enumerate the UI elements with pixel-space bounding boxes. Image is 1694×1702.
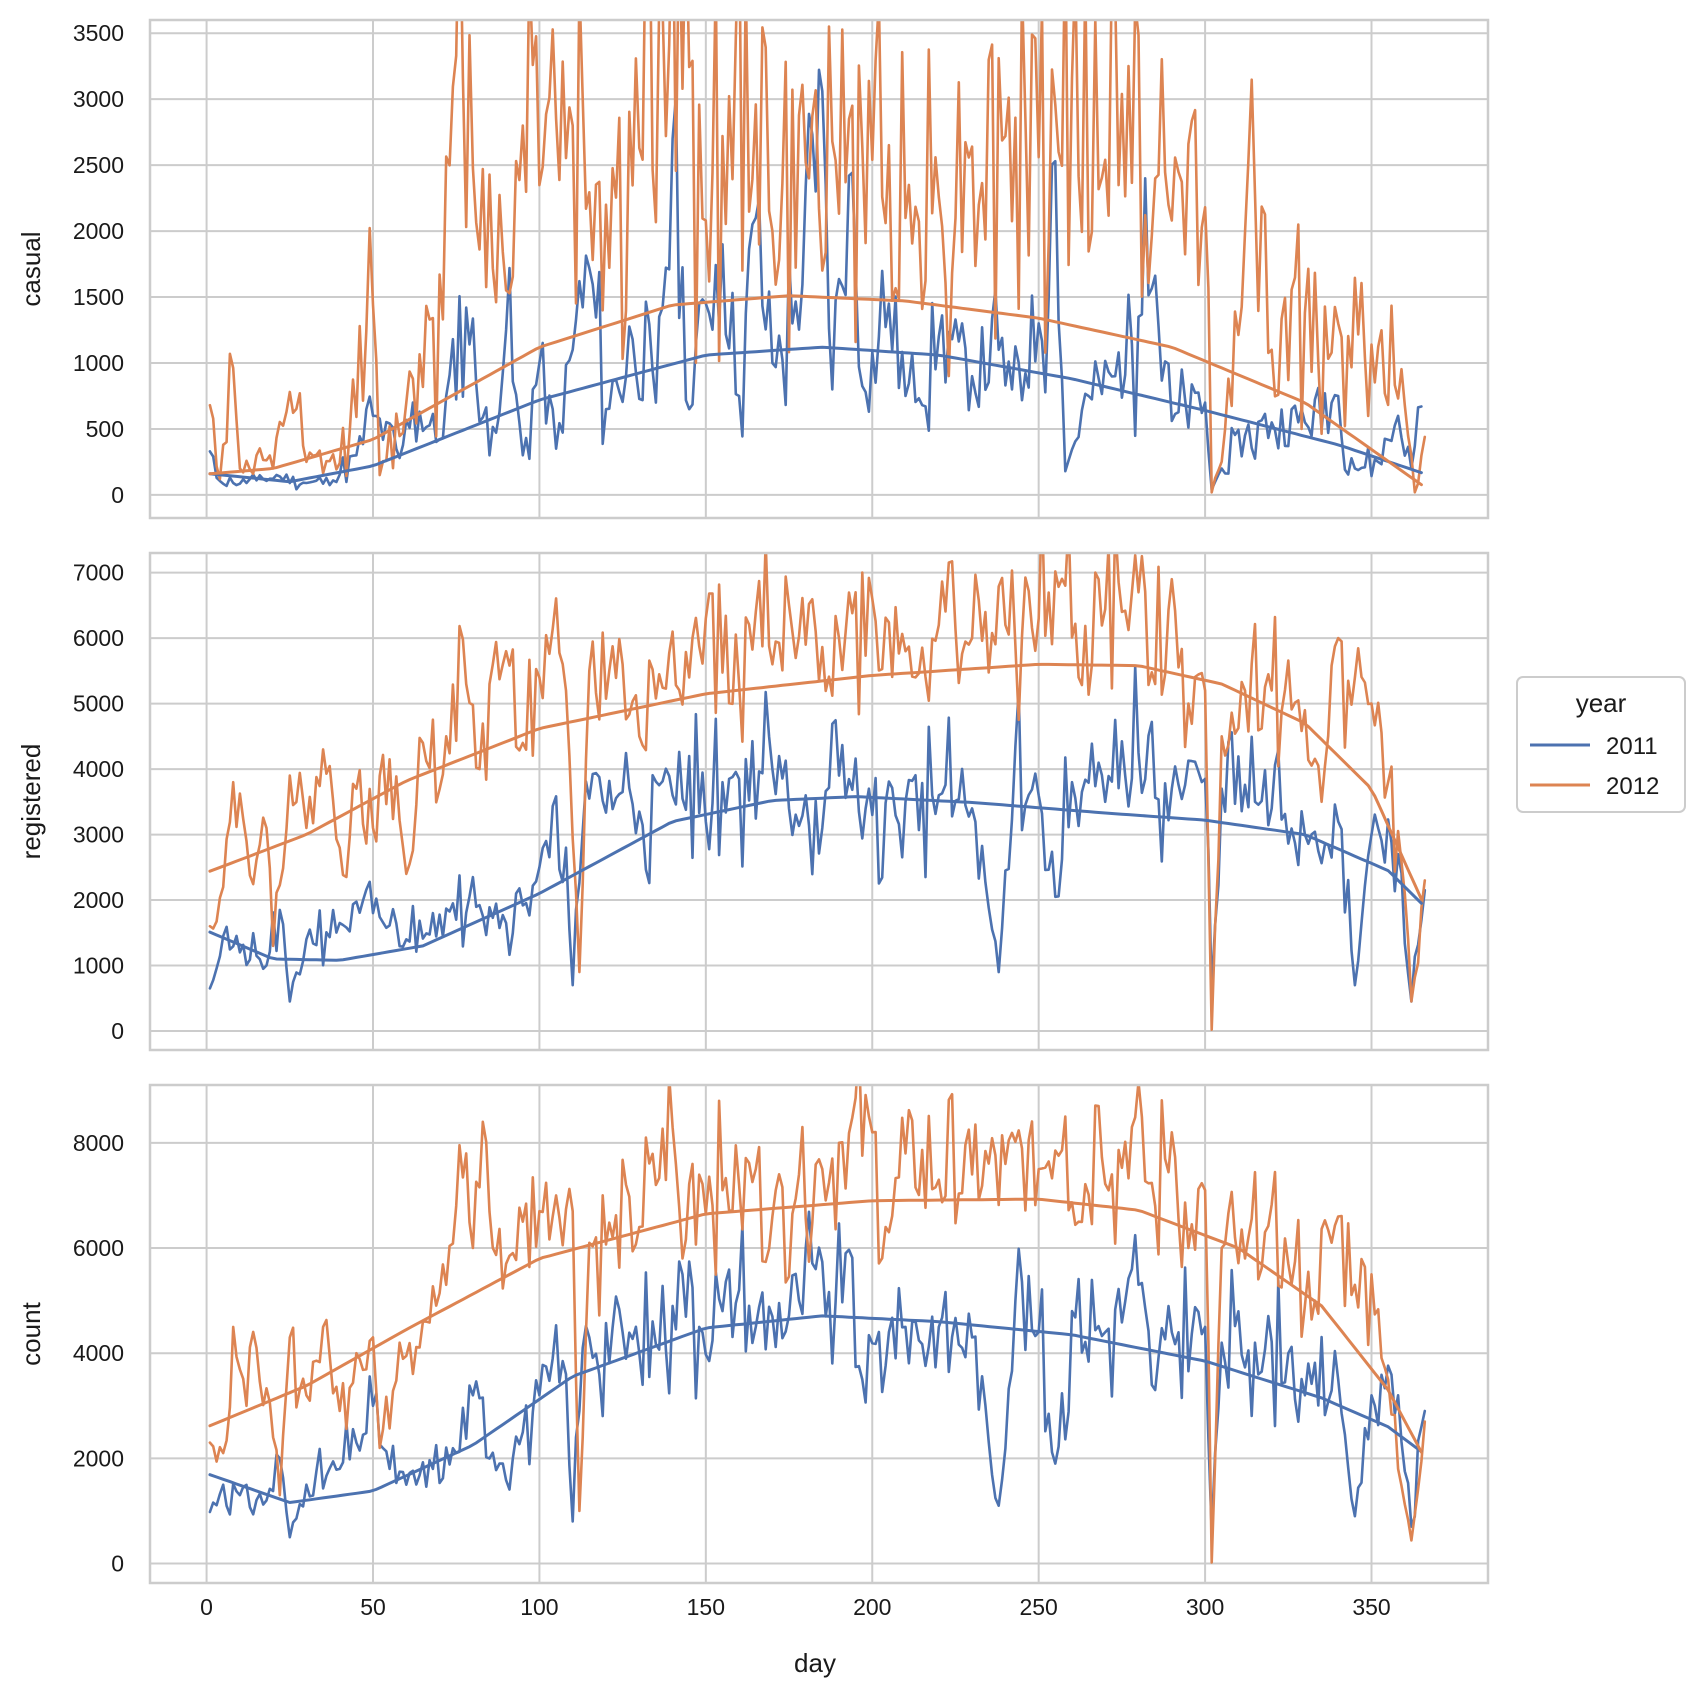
x-tick-label: 0 — [200, 1594, 213, 1620]
panels: 0500100015002000250030003500casual010002… — [16, 18, 1490, 1620]
x-tick-label: 300 — [1186, 1594, 1224, 1620]
x-tick-label: 200 — [853, 1594, 891, 1620]
y-tick-label: 5000 — [73, 691, 124, 717]
y-tick-label: 0 — [111, 1551, 124, 1577]
panel-casual: 0 500 1000 1500 2000 2500 3000 3500 casual — [16, 18, 1490, 520]
y-tick-label: 3000 — [73, 86, 124, 112]
y-axis-label-casual: casual — [16, 231, 46, 306]
series-2012-trend-registered — [208, 662, 1423, 901]
y-tick-label: 2000 — [73, 1445, 124, 1471]
panel-count: 0 50 100 150 200 250 300 350 0 2000 4000 6000 8000 co… — [16, 1083, 1490, 1620]
panel-frame — [148, 551, 1490, 1052]
series-2011-trend-registered — [208, 795, 1423, 962]
y-tick-label: 2000 — [73, 887, 124, 913]
series-2011-trend-casual — [208, 345, 1423, 484]
series-2011-daily-registered — [208, 665, 1427, 1003]
series-2012-daily-registered — [208, 553, 1427, 1031]
legend: year 2011 2012 — [1516, 676, 1686, 813]
series-2011-trend-count — [208, 1314, 1423, 1505]
y-tick-label: 3500 — [73, 20, 124, 46]
y-axis-label-count: count — [16, 1301, 46, 1365]
series-2012-daily-count — [208, 1085, 1427, 1564]
panel-frame — [148, 1083, 1490, 1585]
plot-area-casual — [208, 20, 1427, 494]
y-tick-label: 0 — [111, 482, 124, 508]
y-tick-label: 500 — [86, 416, 124, 442]
y-tick-label: 4000 — [73, 1340, 124, 1366]
legend-label-2012: 2012 — [1606, 773, 1659, 800]
y-tick-label: 6000 — [73, 1235, 124, 1261]
legend-title: year — [1576, 688, 1627, 718]
x-tick-label: 350 — [1352, 1594, 1390, 1620]
series-2011-daily-count — [208, 1210, 1427, 1539]
x-tick-label: 150 — [687, 1594, 725, 1620]
y-tick-label: 8000 — [73, 1130, 124, 1156]
y-tick-label: 6000 — [73, 625, 124, 651]
series-2012-daily-casual — [208, 20, 1427, 494]
legend-label-2011: 2011 — [1606, 733, 1658, 760]
legend-frame — [1516, 676, 1686, 813]
series-2012-trend-count — [208, 1197, 1423, 1454]
panel-frame — [148, 18, 1490, 520]
y-tick-label: 7000 — [73, 560, 124, 586]
x-axis-label: day — [794, 1648, 836, 1678]
x-tick-label: 250 — [1019, 1594, 1057, 1620]
y-tick-label: 1000 — [73, 953, 124, 979]
y-tick-label: 2500 — [73, 152, 124, 178]
plot-area-registered — [208, 553, 1427, 1031]
series-2011-daily-casual — [208, 68, 1423, 491]
series-2012-trend-casual — [208, 294, 1423, 487]
plot-area-count — [208, 1085, 1427, 1564]
y-tick-label: 2000 — [73, 218, 124, 244]
y-tick-label: 3000 — [73, 822, 124, 848]
y-tick-label: 1000 — [73, 350, 124, 376]
y-tick-label: 4000 — [73, 756, 124, 782]
x-tick-label: 100 — [520, 1594, 558, 1620]
y-axis-label-registered: registered — [16, 744, 46, 860]
x-tick-label: 50 — [360, 1594, 386, 1620]
y-tick-label: 0 — [111, 1018, 124, 1044]
y-tick-label: 1500 — [73, 284, 124, 310]
panel-registered: 0 1000 2000 3000 4000 5000 6000 7000 registered — [16, 551, 1490, 1052]
